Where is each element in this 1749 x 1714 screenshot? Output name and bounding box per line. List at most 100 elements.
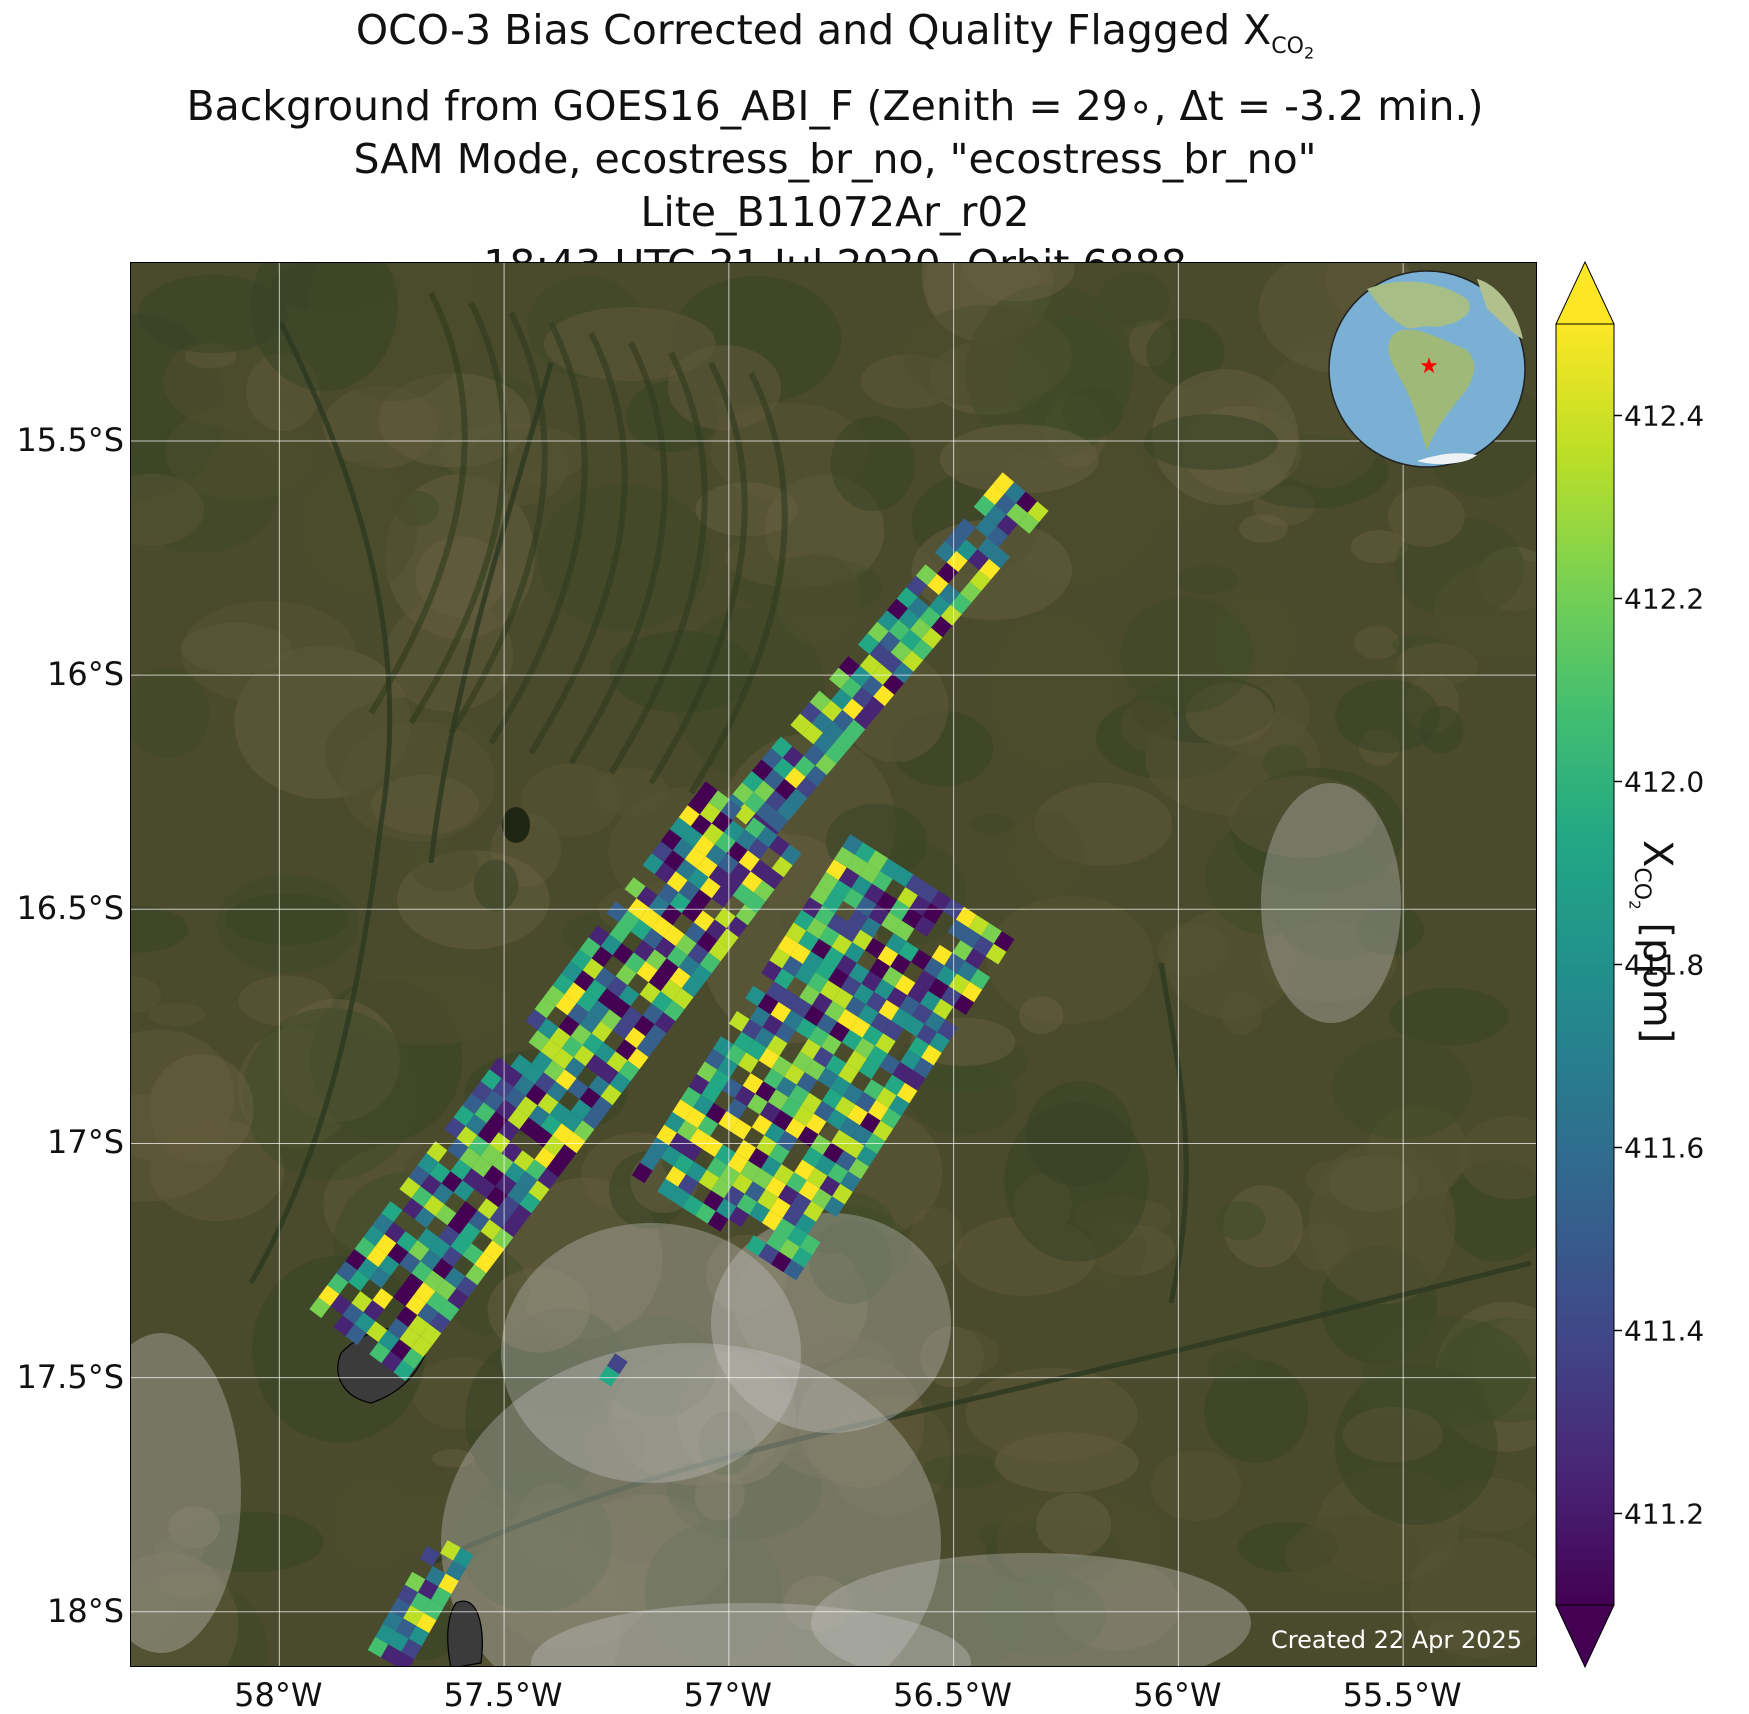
xco2-sounding	[767, 811, 789, 833]
xco2-sounding	[756, 1135, 777, 1156]
xco2-sounding	[729, 862, 751, 884]
xco2-sounding	[757, 993, 779, 1015]
xco2-sounding	[846, 854, 868, 876]
colorbar	[1555, 260, 1622, 1669]
xco2-sounding	[429, 1312, 451, 1334]
xco2-sounding	[861, 971, 882, 992]
xco2-sounding	[397, 1584, 418, 1606]
xco2-sounding	[871, 871, 893, 892]
xco2-sounding	[715, 1198, 737, 1220]
xco2-sounding	[819, 1175, 841, 1197]
xco2-sounding	[735, 829, 757, 851]
xco2-sounding	[750, 859, 772, 881]
xco2-sounding	[778, 1184, 799, 1206]
terrain-patch	[1120, 698, 1178, 752]
xco2-sounding	[790, 1192, 812, 1214]
xco2-sounding	[947, 919, 969, 941]
terrain-patch	[323, 385, 438, 469]
xco2-sounding	[309, 1297, 331, 1319]
lake-outline	[447, 1600, 483, 1666]
xco2-sounding	[664, 1112, 685, 1133]
xco2-sounding	[648, 895, 670, 917]
xco2-sounding	[609, 1072, 631, 1094]
xco2-sounding	[582, 958, 604, 980]
xco2-sounding	[693, 835, 715, 857]
xco2-sounding	[677, 1174, 699, 1195]
xco2-sounding	[408, 1240, 430, 1262]
terrain-patch	[131, 905, 189, 953]
xco2-sounding	[931, 616, 953, 638]
xco2-sounding	[690, 889, 712, 911]
xco2-sounding	[774, 1022, 796, 1044]
river-line	[1158, 962, 1189, 1304]
antarctica-landmass	[1417, 453, 1477, 465]
xco2-sounding	[771, 856, 793, 878]
xco2-sounding	[686, 1161, 707, 1183]
xco2-sounding	[707, 1211, 729, 1232]
xco2-sounding	[453, 1180, 475, 1202]
xco2-sounding	[889, 899, 910, 921]
terrain-patch	[1434, 559, 1536, 659]
xco2-sounding	[761, 748, 783, 770]
xco2-sounding	[390, 1339, 412, 1361]
xco2-sounding	[486, 1186, 508, 1208]
xco2-sounding	[395, 1618, 417, 1639]
xco2-sounding	[840, 677, 862, 699]
xco2-sounding	[843, 888, 864, 909]
xco2-sounding	[824, 742, 846, 764]
xco2-sounding	[660, 829, 682, 851]
xco2-sounding	[794, 964, 816, 985]
xco2-sounding	[810, 1134, 831, 1155]
xco2-sounding	[477, 1123, 499, 1145]
xco2-sounding	[867, 621, 889, 643]
xco2-sounding	[745, 985, 766, 1007]
xco2-sounding	[555, 1144, 577, 1166]
xco2-sounding	[969, 570, 991, 592]
xco2-sounding	[675, 859, 697, 881]
xco2-sounding	[784, 1064, 805, 1085]
terrain-patch	[148, 1002, 206, 1027]
xco2-sounding	[534, 997, 556, 1019]
xco2-sounding	[420, 1324, 442, 1346]
xco2-sounding	[834, 731, 856, 753]
xco2-sounding	[744, 1181, 766, 1202]
xco2-sounding	[764, 1122, 785, 1144]
xco2-sounding	[864, 937, 886, 959]
xco2-sounding	[921, 627, 943, 649]
xco2-sounding	[345, 1249, 367, 1271]
xco2-sounding	[416, 1612, 437, 1634]
xco2-sounding	[393, 1285, 415, 1307]
xco2-sounding	[836, 954, 857, 976]
xco2-sounding	[432, 1183, 454, 1205]
xco2-sounding	[420, 1174, 442, 1196]
xco2-sounding	[468, 1135, 490, 1157]
colorbar-min-extend	[1555, 1604, 1615, 1669]
xco2-sounding	[573, 1045, 595, 1067]
xco2-sounding	[869, 958, 891, 980]
xco2-sounding	[447, 1288, 469, 1310]
terrain-patch	[487, 1267, 590, 1353]
xco2-sounding	[633, 1015, 655, 1037]
xco2-sounding	[675, 934, 697, 956]
xco2-sounding	[728, 1011, 750, 1032]
xco2-sounding	[1006, 503, 1028, 525]
xco2-sounding	[869, 642, 891, 664]
terrain-patch	[1157, 922, 1229, 977]
xco2-sounding	[585, 1054, 607, 1076]
xco2-sounding	[885, 933, 907, 954]
xco2-sounding	[420, 1249, 442, 1271]
xco2-sounding	[522, 1063, 544, 1085]
xco2-sounding	[944, 529, 966, 551]
xco2-sounding	[504, 1162, 526, 1184]
terrain-patch	[1036, 1492, 1112, 1557]
terrain-patch	[581, 1418, 647, 1474]
xco2-sounding	[749, 1006, 771, 1028]
xco2-sounding	[798, 1180, 820, 1201]
small-lake	[502, 807, 530, 843]
xco2-sounding	[390, 1597, 411, 1619]
xco2-sounding	[432, 1258, 454, 1280]
xco2-sounding	[802, 951, 824, 973]
xco2-sounding	[543, 1135, 565, 1157]
xco2-sounding	[480, 1144, 502, 1166]
terrain-patch	[1176, 565, 1239, 595]
